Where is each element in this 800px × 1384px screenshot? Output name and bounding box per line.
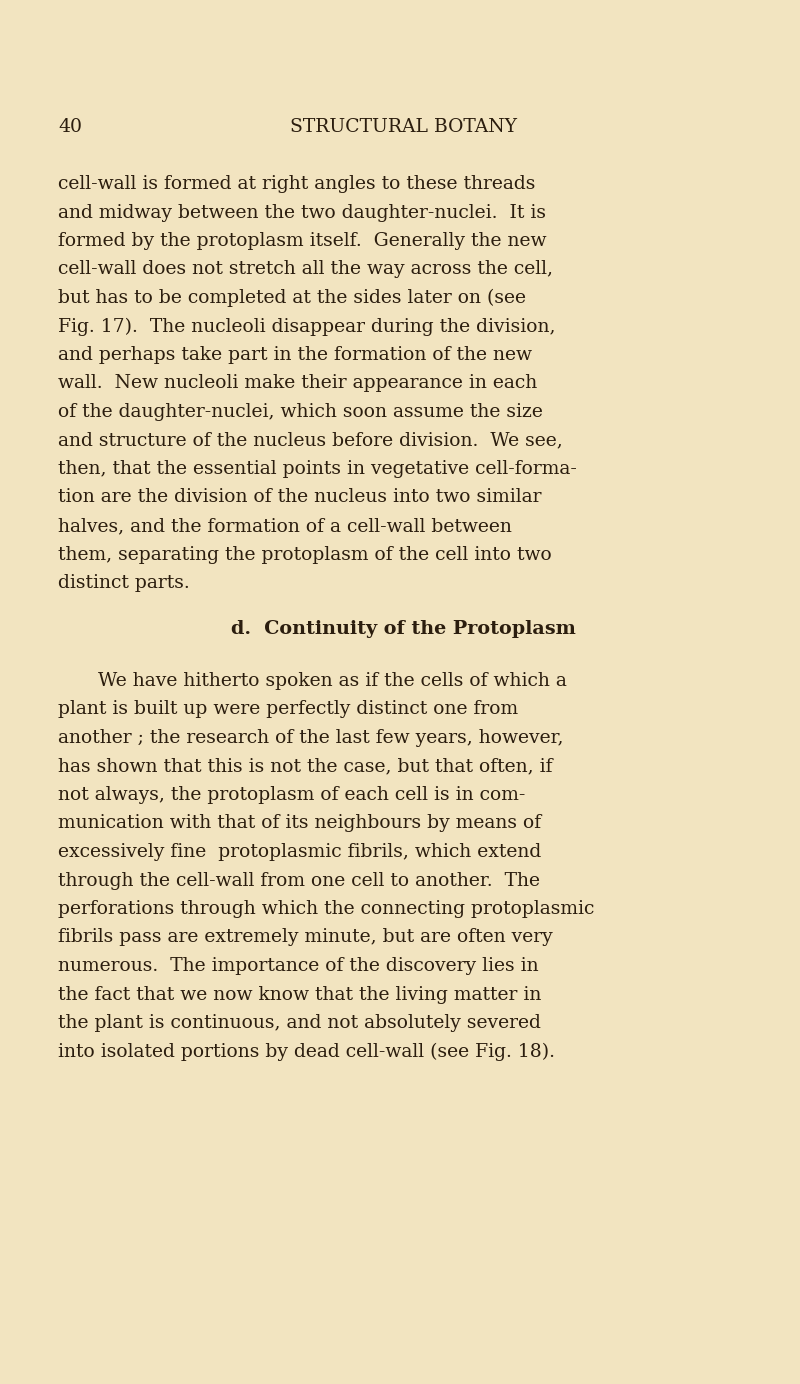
Text: has shown that this is not the case, but that often, if: has shown that this is not the case, but… xyxy=(58,757,553,775)
Text: wall.  New nucleoli make their appearance in each: wall. New nucleoli make their appearance… xyxy=(58,375,538,393)
Text: plant is built up were perfectly distinct one from: plant is built up were perfectly distinc… xyxy=(58,700,518,718)
Text: perforations through which the connecting protoplasmic: perforations through which the connectin… xyxy=(58,900,594,918)
Text: numerous.  The importance of the discovery lies in: numerous. The importance of the discover… xyxy=(58,956,538,974)
Text: the fact that we now know that the living matter in: the fact that we now know that the livin… xyxy=(58,985,542,1003)
Text: excessively fine  protoplasmic fibrils, which extend: excessively fine protoplasmic fibrils, w… xyxy=(58,843,542,861)
Text: We have hitherto spoken as if the cells of which a: We have hitherto spoken as if the cells … xyxy=(98,673,567,691)
Text: and structure of the nucleus before division.  We see,: and structure of the nucleus before divi… xyxy=(58,432,562,450)
Text: and perhaps take part in the formation of the new: and perhaps take part in the formation o… xyxy=(58,346,532,364)
Text: halves, and the formation of a cell-wall between: halves, and the formation of a cell-wall… xyxy=(58,518,512,536)
Text: the plant is continuous, and not absolutely severed: the plant is continuous, and not absolut… xyxy=(58,1014,541,1032)
Text: then, that the essential points in vegetative cell-forma-: then, that the essential points in veget… xyxy=(58,459,577,477)
Text: them, separating the protoplasm of the cell into two: them, separating the protoplasm of the c… xyxy=(58,545,552,563)
Text: and midway between the two daughter-nuclei.  It is: and midway between the two daughter-nucl… xyxy=(58,203,546,221)
Text: cell-wall does not stretch all the way across the cell,: cell-wall does not stretch all the way a… xyxy=(58,260,553,278)
Text: through the cell-wall from one cell to another.  The: through the cell-wall from one cell to a… xyxy=(58,872,540,890)
Text: of the daughter-nuclei, which soon assume the size: of the daughter-nuclei, which soon assum… xyxy=(58,403,543,421)
Text: munication with that of its neighbours by means of: munication with that of its neighbours b… xyxy=(58,815,541,833)
Text: cell-wall is formed at right angles to these threads: cell-wall is formed at right angles to t… xyxy=(58,174,535,192)
Text: tion are the division of the nucleus into two similar: tion are the division of the nucleus int… xyxy=(58,489,542,507)
Text: 40: 40 xyxy=(58,118,82,136)
Text: STRUCTURAL BOTANY: STRUCTURAL BOTANY xyxy=(290,118,517,136)
Text: fibrils pass are extremely minute, but are often very: fibrils pass are extremely minute, but a… xyxy=(58,929,553,947)
Text: Fig. 17).  The nucleoli disappear during the division,: Fig. 17). The nucleoli disappear during … xyxy=(58,317,555,336)
Text: into isolated portions by dead cell-wall (see Fig. 18).: into isolated portions by dead cell-wall… xyxy=(58,1042,555,1060)
Text: not always, the protoplasm of each cell is in com-: not always, the protoplasm of each cell … xyxy=(58,786,526,804)
Text: d.  Continuity of the Protoplasm: d. Continuity of the Protoplasm xyxy=(230,620,575,638)
Text: formed by the protoplasm itself.  Generally the new: formed by the protoplasm itself. General… xyxy=(58,233,546,251)
Text: but has to be completed at the sides later on (see: but has to be completed at the sides lat… xyxy=(58,289,526,307)
Text: distinct parts.: distinct parts. xyxy=(58,574,190,592)
Text: another ; the research of the last few years, however,: another ; the research of the last few y… xyxy=(58,729,563,747)
